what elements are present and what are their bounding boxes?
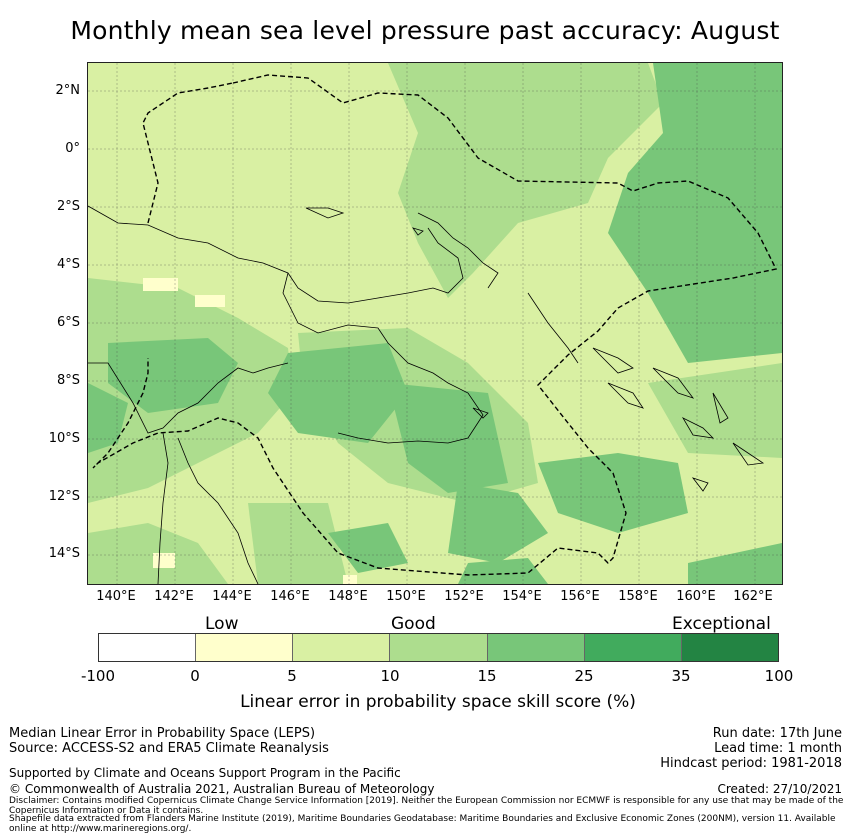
colorbar-tick: 35 [671, 667, 691, 685]
colorbar-segment [196, 634, 294, 661]
lat-label-0: 0° [65, 141, 80, 156]
lat-label-2n: 2°N [55, 83, 81, 98]
footer-hindcast: Hindcast period: 1981-2018 [660, 756, 842, 771]
colorbar-tick: 0 [190, 667, 200, 685]
lon-label-158e: 158°E [618, 589, 658, 604]
map-title: Monthly mean sea level pressure past acc… [70, 16, 780, 45]
footer-shapefile: Shapefile data extracted from Flanders M… [9, 814, 836, 834]
lon-label-146e: 146°E [270, 589, 310, 604]
colorbar [98, 633, 779, 662]
colorbar-tick: 5 [287, 667, 297, 685]
lon-label-160e: 160°E [676, 589, 716, 604]
footer-support: Supported by Climate and Oceans Support … [9, 766, 401, 780]
lat-label-8s: 8°S [56, 373, 80, 388]
lon-label-154e: 154°E [502, 589, 542, 604]
lon-label-152e: 152°E [444, 589, 484, 604]
footer-run-date: Run date: 17th June [712, 726, 842, 741]
lat-label-4s: 4°S [56, 257, 80, 272]
skill-map[interactable] [87, 62, 783, 585]
lon-label-140e: 140°E [96, 589, 136, 604]
footer-copyright: © Commonwealth of Australia 2021, Austra… [9, 782, 435, 796]
skill-field-0-5 [143, 278, 357, 584]
colorbar-segment [99, 634, 197, 661]
lat-label-14s: 14°S [48, 546, 80, 561]
colorbar-tick: 100 [764, 667, 794, 685]
footer-source: Source: ACCESS-S2 and ERA5 Climate Reana… [9, 741, 329, 756]
colorbar-tick: 25 [574, 667, 594, 685]
footer-lead-time: Lead time: 1 month [714, 741, 842, 756]
legend-category-good: Good [391, 614, 436, 634]
colorbar-label: Linear error in probability space skill … [240, 692, 636, 712]
footer-created: Created: 27/10/2021 [717, 782, 842, 796]
lon-label-142e: 142°E [154, 589, 194, 604]
skill-field-15-25 [88, 63, 782, 584]
colorbar-tick: -100 [80, 667, 116, 685]
colorbar-segment [390, 634, 488, 661]
legend-category-low: Low [205, 614, 239, 634]
eez-boundary [92, 74, 778, 576]
colorbar-segment [487, 634, 585, 661]
footer-disclaimer: Disclaimer: Contains modified Copernicus… [9, 796, 844, 816]
lon-label-144e: 144°E [212, 589, 252, 604]
lat-label-6s: 6°S [56, 315, 80, 330]
colorbar-segment [293, 634, 391, 661]
legend-category-exceptional: Exceptional [672, 614, 771, 634]
colorbar-segment [584, 634, 682, 661]
lon-label-150e: 150°E [386, 589, 426, 604]
lat-label-12s: 12°S [48, 489, 80, 504]
lon-label-156e: 156°E [560, 589, 600, 604]
lat-label-2s: 2°S [56, 199, 80, 214]
lon-label-148e: 148°E [328, 589, 368, 604]
coastlines [88, 205, 765, 584]
lon-label-162e: 162°E [733, 589, 773, 604]
footer-method: Median Linear Error in Probability Space… [9, 726, 316, 741]
colorbar-tick: 10 [380, 667, 400, 685]
gridlines [88, 63, 782, 584]
colorbar-tick: 15 [477, 667, 497, 685]
colorbar-segment [681, 634, 778, 661]
lat-label-10s: 10°S [48, 431, 80, 446]
